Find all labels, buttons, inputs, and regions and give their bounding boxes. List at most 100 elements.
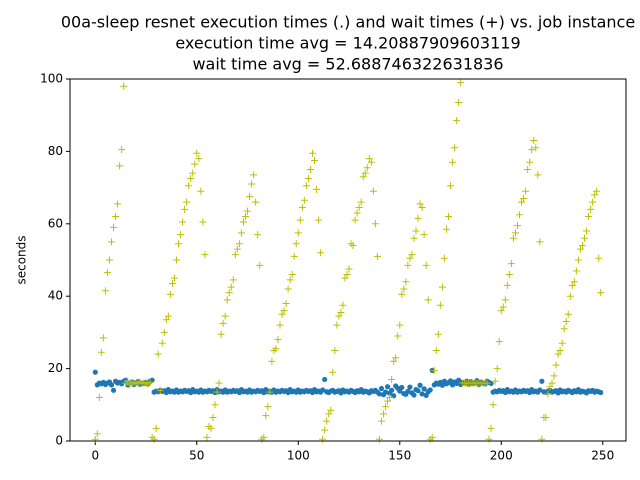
- execution-point: [378, 385, 385, 392]
- wait-point: [268, 357, 276, 365]
- wait-point: [233, 245, 241, 253]
- wait-point: [578, 242, 586, 250]
- wait-point: [585, 213, 593, 221]
- wait-point: [487, 424, 495, 432]
- wait-point: [93, 430, 101, 438]
- wait-point: [187, 175, 195, 183]
- wait-point: [528, 146, 536, 154]
- wait-point: [554, 350, 562, 358]
- wait-point: [507, 260, 515, 268]
- wait-point: [99, 334, 107, 342]
- wait-point: [560, 325, 568, 333]
- wait-point: [538, 435, 546, 443]
- wait-point: [520, 194, 528, 202]
- wait-point: [286, 276, 294, 284]
- wait-point: [116, 162, 124, 170]
- wait-point: [306, 166, 314, 173]
- wait-point: [158, 339, 166, 347]
- wait-point: [120, 82, 128, 90]
- execution-point: [320, 387, 326, 393]
- wait-point: [572, 267, 580, 275]
- execution-point: [389, 387, 395, 393]
- wait-point: [444, 213, 452, 221]
- wait-point: [195, 155, 203, 163]
- wait-point: [164, 312, 172, 320]
- wait-point: [406, 254, 414, 262]
- wait-point: [380, 410, 388, 418]
- wait-point: [384, 397, 392, 405]
- execution-point: [537, 387, 543, 393]
- wait-point: [542, 413, 550, 421]
- wait-point: [428, 433, 436, 441]
- wait-point: [201, 251, 209, 259]
- execution-point: [439, 382, 445, 388]
- wait-point: [570, 278, 578, 286]
- wait-point: [339, 301, 347, 309]
- wait-point: [514, 222, 521, 230]
- wait-point: [290, 252, 298, 260]
- wait-point: [359, 173, 367, 181]
- wait-point: [516, 211, 524, 219]
- x-tick-label: 100: [287, 449, 310, 463]
- execution-point: [92, 369, 98, 375]
- wait-point: [440, 254, 448, 262]
- wait-point: [505, 270, 513, 278]
- wait-point: [357, 198, 365, 206]
- execution-point: [456, 377, 462, 383]
- wait-point: [221, 312, 229, 320]
- y-tick-label: 20: [48, 361, 63, 375]
- wait-point: [341, 274, 349, 282]
- wait-point: [327, 406, 335, 414]
- wait-point: [294, 229, 302, 237]
- wait-point: [152, 424, 160, 432]
- execution-point: [598, 389, 604, 396]
- wait-point: [408, 251, 416, 259]
- wait-point: [371, 220, 379, 228]
- wait-point: [191, 160, 199, 168]
- wait-point: [274, 336, 282, 344]
- wait-point: [511, 229, 519, 237]
- wait-point: [331, 347, 339, 354]
- wait-point: [118, 146, 126, 154]
- wait-point: [587, 205, 595, 213]
- wait-point: [416, 200, 424, 208]
- wait-point: [398, 290, 406, 298]
- wait-point: [410, 234, 418, 242]
- wait-point: [568, 281, 576, 289]
- wait-point: [434, 330, 442, 338]
- wait-point: [282, 299, 290, 307]
- wait-point: [345, 265, 353, 273]
- wait-point: [447, 182, 455, 190]
- wait-point: [509, 234, 517, 242]
- execution-point: [384, 384, 391, 390]
- wait-point: [424, 296, 432, 304]
- wait-point: [493, 365, 501, 373]
- wait-point: [392, 354, 400, 362]
- wait-point: [353, 209, 361, 217]
- wait-point: [211, 401, 219, 409]
- wait-point: [546, 383, 554, 391]
- wait-point: [229, 276, 237, 284]
- wait-point: [375, 435, 383, 443]
- wait-point: [388, 375, 396, 383]
- wait-point: [485, 435, 493, 443]
- wait-point: [589, 198, 597, 206]
- wait-point: [278, 310, 286, 318]
- wait-point: [209, 413, 217, 421]
- wait-point: [335, 312, 343, 320]
- wait-point: [420, 231, 428, 239]
- wait-point: [262, 412, 270, 420]
- execution-point: [376, 391, 383, 397]
- chart-subtitle: execution time avg = 14.20887909603119: [175, 34, 520, 53]
- wait-point: [223, 296, 231, 304]
- wait-point: [593, 187, 601, 195]
- wait-point: [248, 180, 256, 188]
- execution-point: [415, 388, 421, 394]
- wait-point: [244, 207, 252, 215]
- wait-point: [591, 191, 599, 199]
- wait-point: [373, 252, 381, 260]
- wait-point: [264, 403, 272, 411]
- wait-point: [548, 379, 556, 387]
- wait-point: [189, 169, 197, 177]
- wait-point: [298, 204, 306, 212]
